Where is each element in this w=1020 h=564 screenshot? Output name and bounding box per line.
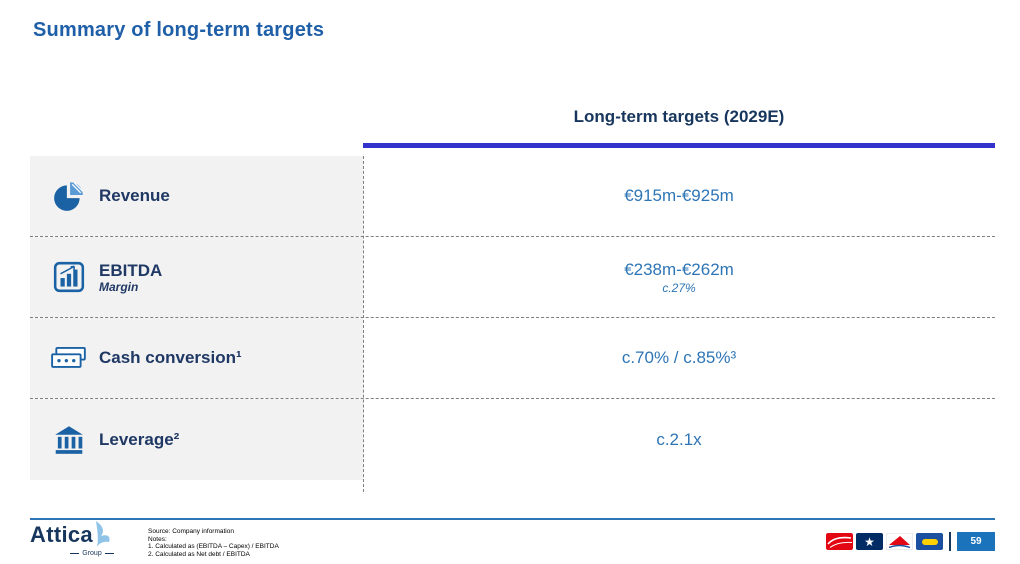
row-subvalue: c.27%	[662, 280, 696, 295]
brands-page-separator	[949, 532, 951, 551]
attica-logo-subtext: Group	[70, 550, 114, 557]
cash-conversion-value-cell: c.70% / c.85%³	[363, 318, 995, 398]
revenue-labels: Revenue	[99, 186, 170, 206]
superfast-ferries-logo	[826, 533, 853, 550]
revenue-value-cell: €915m-€925m	[363, 156, 995, 236]
revenue-label-cell: Revenue	[30, 156, 363, 236]
aml-logo-bar	[921, 538, 938, 545]
ebitda-labels: EBITDA Margin	[99, 261, 162, 294]
ebitda-label-cell: EBITDA Margin	[30, 237, 363, 317]
row-value: c.2.1x	[656, 429, 702, 449]
aml-logo	[916, 533, 943, 550]
cash-conversion-label-cell: Cash conversion¹	[30, 318, 363, 398]
leverage-value-cell: c.2.1x	[363, 399, 995, 480]
row-value: €915m-€925m	[624, 186, 734, 205]
hellenic-seaways-logo	[886, 533, 913, 550]
attica-logo-row: Attica	[30, 520, 150, 553]
attica-logo-text: Attica	[30, 522, 93, 547]
targets-table: Revenue €915m-€925m	[30, 156, 995, 480]
attica-group-logo: Attica Group	[30, 520, 150, 557]
blue-star-ferries-logo: ★	[856, 533, 883, 550]
column-divider	[363, 156, 364, 492]
footer-divider	[30, 518, 995, 520]
footnote-line: Source: Company information	[148, 528, 234, 535]
attica-logo-graphic-icon	[90, 520, 114, 553]
row-label: Leverage²	[99, 429, 180, 449]
row-value: €238m-€262m	[624, 259, 734, 279]
page-number: 59	[957, 532, 995, 551]
table-row-leverage: Leverage² c.2.1x	[30, 399, 995, 480]
row-label: Revenue	[99, 186, 170, 205]
footnote-line: Notes:	[148, 535, 167, 543]
row-label: EBITDA	[99, 260, 163, 280]
banknotes-icon	[46, 345, 92, 371]
star-icon: ★	[864, 534, 875, 549]
leverage-labels: Leverage²	[99, 430, 179, 450]
slide-title: Summary of long-term targets	[33, 19, 325, 41]
leverage-label-cell: Leverage²	[30, 399, 363, 480]
table-row-revenue: Revenue €915m-€925m	[30, 156, 995, 237]
cash-conversion-labels: Cash conversion¹	[99, 348, 242, 368]
table-row-cash-conversion: Cash conversion¹ c.70% / c.85%³	[30, 318, 995, 399]
footnote-line: 1. Calculated as (EBITDA – Capex) / EBIT…	[148, 543, 279, 551]
column-header: Long-term targets (2029E)	[573, 107, 785, 126]
row-sublabel: Margin	[99, 279, 139, 294]
footnotes: Source: Company information Notes: 1. Ca…	[148, 528, 279, 558]
bar-chart-icon	[46, 260, 92, 294]
pie-chart-icon	[46, 179, 92, 213]
footnote-line: 2. Calculated as Net debt / EBITDA	[148, 550, 250, 558]
column-header-underline	[363, 143, 995, 148]
row-label: Cash conversion¹	[99, 348, 242, 367]
brand-logos-strip: ★ 59	[826, 532, 995, 551]
table-row-ebitda: EBITDA Margin €238m-€262m c.27%	[30, 237, 995, 318]
row-value: c.70% / c.85%³	[621, 348, 737, 367]
bank-icon	[46, 423, 92, 457]
ebitda-value-cell: €238m-€262m c.27%	[363, 237, 995, 317]
